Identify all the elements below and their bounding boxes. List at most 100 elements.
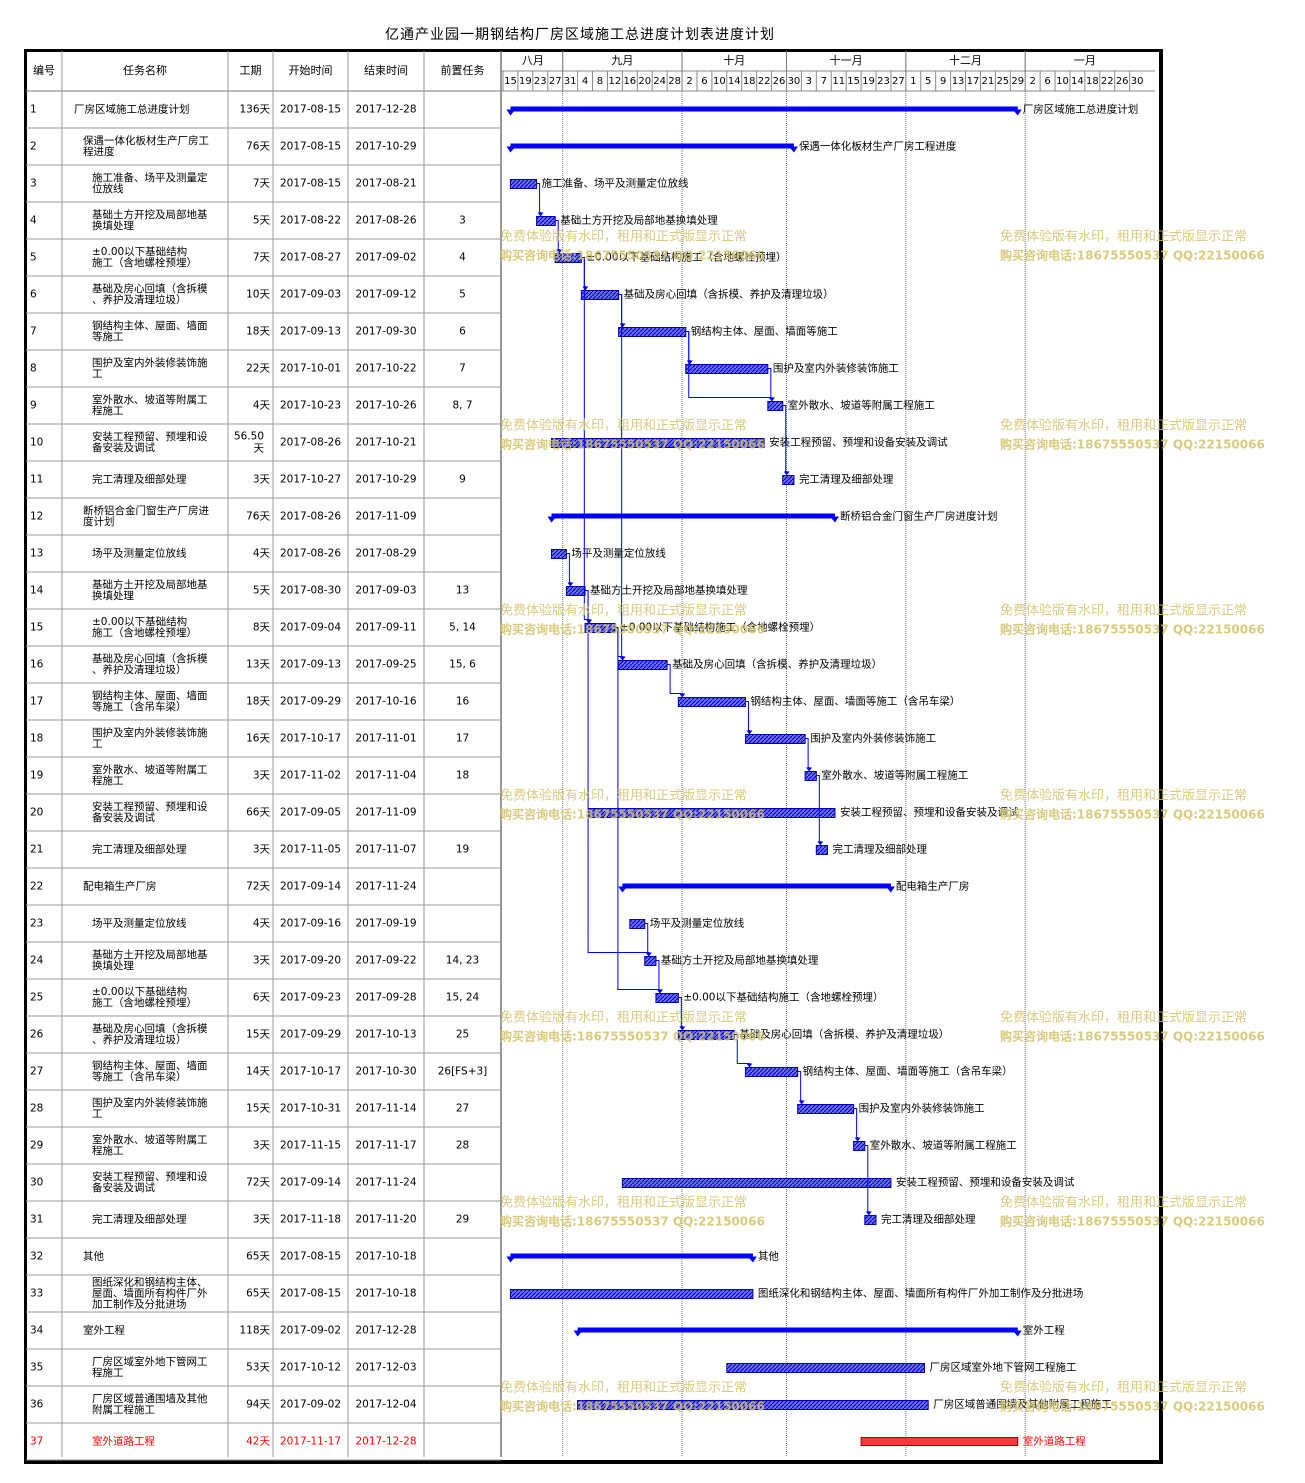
task-duration: 5天 bbox=[253, 585, 271, 597]
task-duration: 3天 bbox=[253, 844, 271, 856]
dependency-arrowhead bbox=[556, 249, 563, 254]
task-name: 程施工 bbox=[92, 1144, 124, 1157]
task-start: 2017-09-03 bbox=[280, 289, 341, 301]
watermark-text: 免费体验版有水印，租用和正式版显示正常 bbox=[1000, 788, 1247, 804]
summary-bar-end-cap bbox=[747, 1256, 757, 1263]
bar-label: 保遇一体化板材生产厂房工程进度 bbox=[799, 140, 957, 153]
task-end: 2017-11-07 bbox=[355, 844, 416, 856]
task-start: 2017-10-17 bbox=[280, 1066, 341, 1078]
task-bar bbox=[509, 1289, 754, 1299]
task-name: 围护及室内外装修装饰施 bbox=[92, 356, 208, 369]
task-id: 37 bbox=[30, 1436, 43, 1448]
task-predecessors: 29 bbox=[456, 1214, 469, 1226]
dependency-arrowhead bbox=[768, 397, 775, 402]
task-duration: 4天 bbox=[253, 400, 271, 412]
timescale-day-label: 6 bbox=[1044, 76, 1050, 87]
task-bar bbox=[744, 1067, 799, 1077]
task-start: 2017-08-15 bbox=[280, 104, 341, 116]
bar-label: 施工准备、场平及测量定位放线 bbox=[542, 177, 689, 190]
timescale-day-label: 8 bbox=[597, 76, 603, 87]
task-duration: 72天 bbox=[246, 1177, 270, 1189]
dependency-link bbox=[566, 553, 571, 586]
task-duration: 18天 bbox=[246, 696, 270, 708]
task-id: 20 bbox=[30, 807, 43, 819]
task-duration: 76天 bbox=[246, 511, 270, 523]
task-id: 27 bbox=[30, 1066, 43, 1078]
task-start: 2017-10-01 bbox=[280, 363, 341, 375]
task-end: 2017-12-28 bbox=[355, 1325, 416, 1337]
task-name: 换填处理 bbox=[92, 959, 134, 972]
task-end: 2017-11-01 bbox=[355, 733, 416, 745]
summary-bar-end-cap bbox=[788, 146, 798, 153]
task-bar bbox=[804, 771, 817, 781]
task-bar bbox=[577, 1400, 929, 1410]
task-end: 2017-08-26 bbox=[355, 215, 416, 227]
timescale-day-label: 22 bbox=[1101, 76, 1114, 87]
task-bar bbox=[726, 1363, 925, 1373]
task-end: 2017-10-13 bbox=[355, 1029, 416, 1041]
task-name: 钢结构主体、屋面、墙面 bbox=[92, 1059, 208, 1072]
task-predecessors: 28 bbox=[456, 1140, 469, 1152]
task-name: 加工制作及分批进场 bbox=[92, 1298, 187, 1311]
task-duration: 3天 bbox=[253, 955, 271, 967]
summary-bar-end-cap bbox=[885, 886, 895, 893]
task-id: 23 bbox=[30, 918, 43, 930]
watermark-text: 免费体验版有水印，租用和正式版显示正常 bbox=[1000, 418, 1247, 434]
task-duration: 3天 bbox=[253, 474, 271, 486]
task-end: 2017-09-02 bbox=[355, 252, 416, 264]
summary-bar bbox=[622, 883, 891, 889]
task-end: 2017-09-12 bbox=[355, 289, 416, 301]
dependency-arrowhead bbox=[865, 1211, 872, 1216]
task-id: 16 bbox=[30, 659, 44, 671]
task-predecessors: 13 bbox=[456, 585, 469, 597]
watermark-text: 购买咨询电话:18675550537 QQ:22150066 bbox=[1000, 248, 1265, 263]
dependency-arrowhead bbox=[679, 1026, 686, 1031]
task-id: 5 bbox=[30, 252, 37, 264]
task-predecessors: 16 bbox=[456, 696, 470, 708]
timescale-day-label: 16 bbox=[623, 76, 636, 87]
task-name: 基础方土开挖及局部地基 bbox=[92, 578, 208, 591]
task-bar bbox=[797, 1104, 855, 1114]
dependency-link bbox=[853, 1108, 859, 1141]
task-duration: 76天 bbox=[246, 141, 270, 153]
task-duration: 4天 bbox=[253, 918, 271, 930]
timescale-day-label: 6 bbox=[701, 76, 707, 87]
task-start: 2017-10-27 bbox=[280, 474, 341, 486]
bar-label: 围护及室内外装修装饰施工 bbox=[773, 362, 899, 375]
bar-label: 室外道路工程 bbox=[1023, 1435, 1086, 1448]
task-start: 2017-08-15 bbox=[280, 1251, 341, 1263]
task-duration: 72天 bbox=[246, 881, 270, 893]
watermark-text: 购买咨询电话:18675550537 QQ:22150066 bbox=[1000, 807, 1265, 822]
task-start: 2017-08-22 bbox=[280, 215, 341, 227]
task-name: 等施工 bbox=[92, 330, 124, 343]
task-name: 附属工程施工 bbox=[92, 1403, 155, 1416]
task-start: 2017-09-02 bbox=[280, 1325, 341, 1337]
task-predecessors: 19 bbox=[456, 844, 469, 856]
task-duration: 53天 bbox=[246, 1362, 270, 1374]
task-name: 屋面、墙面所有构件厂外 bbox=[92, 1287, 208, 1300]
timescale-day-label: 1 bbox=[910, 76, 916, 87]
bar-label: 完工清理及细部处理 bbox=[799, 473, 894, 486]
task-start: 2017-11-18 bbox=[280, 1214, 341, 1226]
task-start: 2017-09-05 bbox=[280, 807, 341, 819]
timescale-day-label: 23 bbox=[534, 76, 547, 87]
task-name: 工 bbox=[92, 368, 103, 380]
timescale-day-label: 11 bbox=[832, 76, 845, 87]
task-start: 2017-08-15 bbox=[280, 178, 341, 190]
dependency-arrowhead bbox=[686, 360, 693, 365]
task-id: 11 bbox=[30, 474, 43, 486]
task-bar bbox=[554, 253, 582, 263]
task-predecessors: 15, 24 bbox=[446, 992, 480, 1004]
task-name: 程施工 bbox=[92, 404, 124, 417]
task-id: 1 bbox=[30, 104, 37, 116]
bar-label: 室外工程 bbox=[1023, 1324, 1065, 1337]
task-end: 2017-11-24 bbox=[355, 1177, 416, 1189]
task-end: 2017-08-29 bbox=[355, 548, 416, 560]
watermark-text: 免费体验版有水印，租用和正式版显示正常 bbox=[500, 1380, 747, 1396]
task-end: 2017-08-21 bbox=[355, 178, 416, 190]
task-duration: 3天 bbox=[253, 1214, 271, 1226]
task-duration: 6天 bbox=[253, 992, 271, 1004]
task-start: 2017-08-15 bbox=[280, 141, 341, 153]
task-start: 2017-08-26 bbox=[280, 437, 341, 449]
dependency-arrowhead bbox=[746, 1063, 753, 1068]
